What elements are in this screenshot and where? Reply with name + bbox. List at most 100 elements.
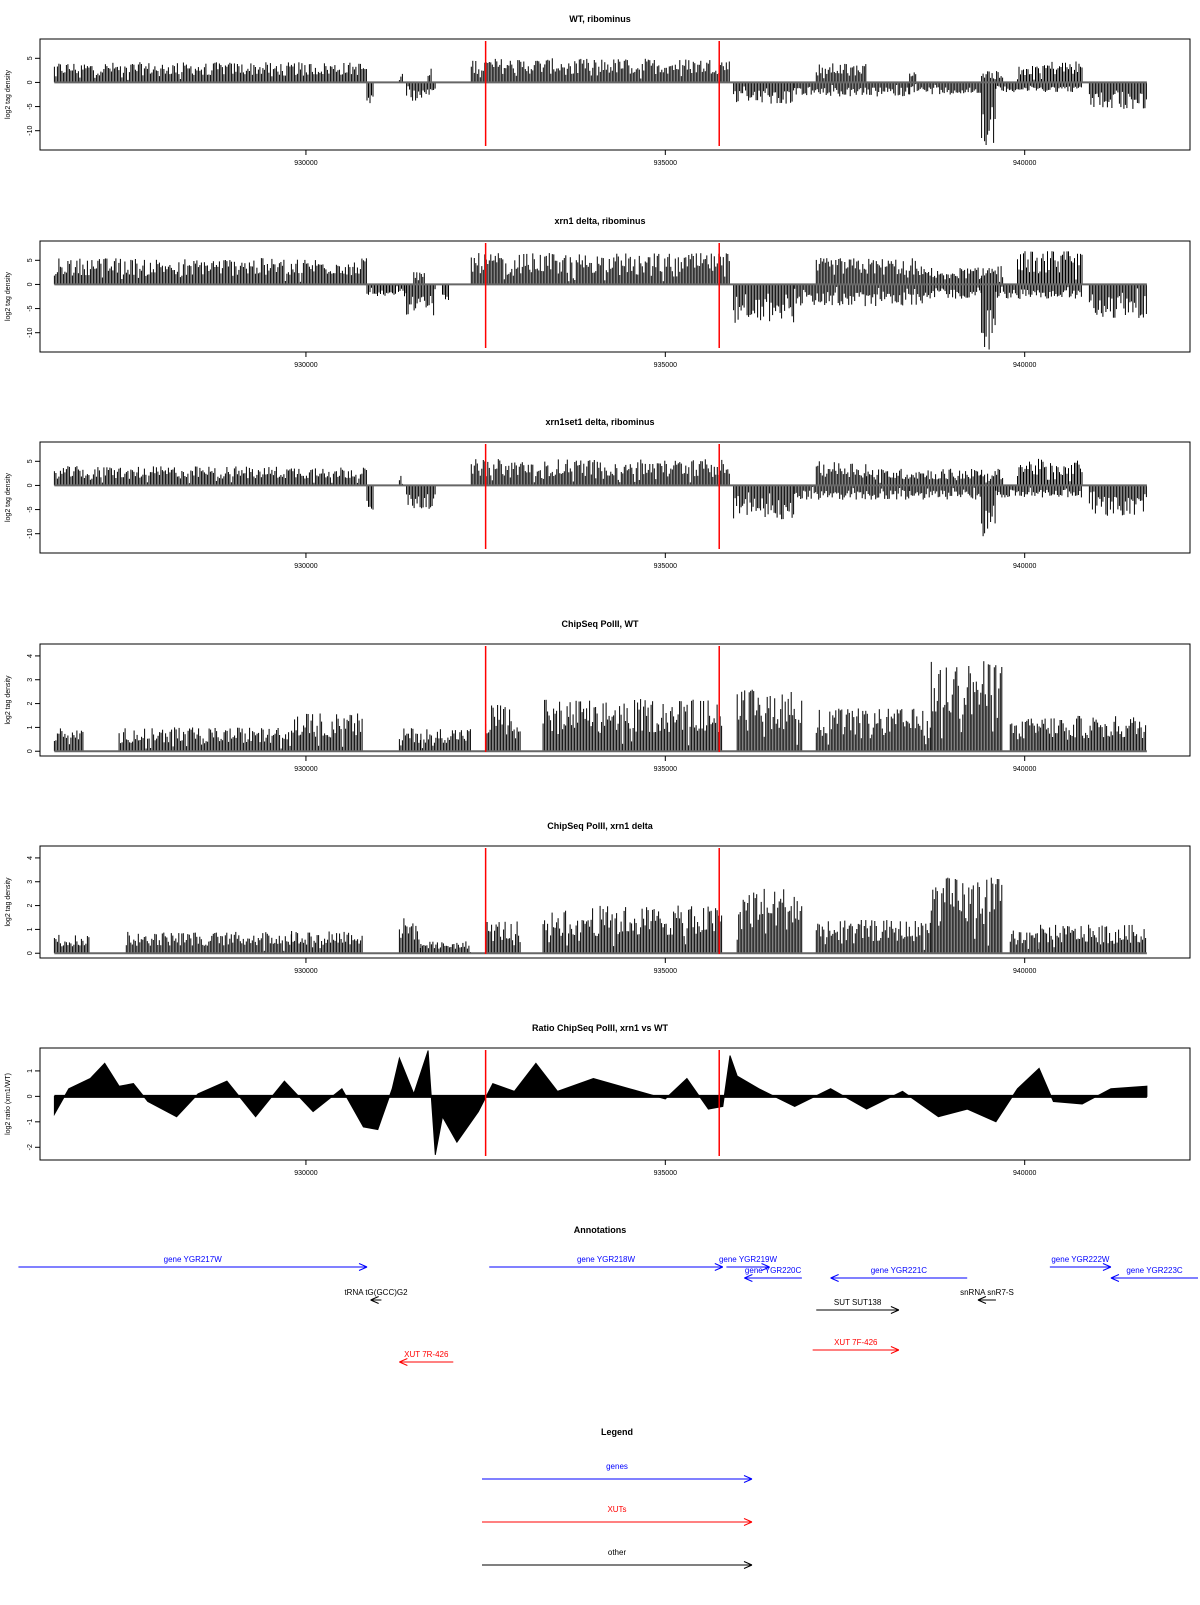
annotation-feature <box>812 1346 900 1354</box>
x-tick-label: 935000 <box>654 362 677 369</box>
series-minus <box>366 82 1147 145</box>
y-tick-label: -10 <box>27 529 34 539</box>
legend-label: other <box>608 1548 627 1557</box>
x-tick-label: 940000 <box>1013 563 1036 570</box>
annotation-label: gene YGR220C <box>745 1266 802 1275</box>
legend-other-arrow <box>482 1561 753 1569</box>
y-tick-label: 0 <box>27 1094 34 1098</box>
annotation-feature <box>977 1296 996 1304</box>
y-tick-label: 1 <box>27 725 34 729</box>
x-tick-label: 940000 <box>1013 160 1036 167</box>
x-tick-label: 930000 <box>294 563 317 570</box>
y-tick-label: 4 <box>27 856 34 860</box>
legend-xut-arrow <box>482 1518 753 1526</box>
annotation-label: tRNA tG(GCC)G2 <box>344 1288 408 1297</box>
x-tick-label: 940000 <box>1013 766 1036 773</box>
x-tick-label: 940000 <box>1013 1170 1036 1177</box>
series-minus <box>366 284 1147 350</box>
annotation-feature <box>830 1274 968 1282</box>
annotation-feature <box>744 1274 802 1282</box>
chart-panel-2: xrn1 delta, ribominus log2 tag density 5 0 -… <box>5 216 1191 369</box>
arrow-head <box>743 1478 753 1483</box>
x-tick-label: 935000 <box>654 1170 677 1177</box>
annotation-label: gene YGR218W <box>577 1255 636 1264</box>
annotation-label: XUT 7F-426 <box>834 1338 878 1347</box>
legend-gene-arrow <box>482 1475 753 1483</box>
y-tick-label: 5 <box>27 258 34 262</box>
y-tick-label: -5 <box>27 506 34 512</box>
legend: Legend genes XUTs other <box>482 1427 753 1569</box>
y-tick-label: 0 <box>27 749 34 753</box>
annotation-feature <box>726 1263 770 1271</box>
arrow-head <box>890 1346 900 1351</box>
plot-frame <box>39 441 1191 554</box>
plot-frame <box>39 1047 1191 1161</box>
y-axis-label: log2 tag density <box>5 271 12 321</box>
plot-frame <box>39 643 1191 757</box>
arrow-head <box>761 1263 770 1268</box>
annotation-label: gene YGR222W <box>1051 1255 1110 1264</box>
y-tick-label: 0 <box>27 80 34 84</box>
x-tick-label: 930000 <box>294 968 317 975</box>
x-tick-label: 930000 <box>294 362 317 369</box>
annotation-label: SUT SUT138 <box>834 1298 882 1307</box>
annotation-label: gene YGR219W <box>719 1255 778 1264</box>
chart-title: Ratio ChipSeq PolII, xrn1 vs WT <box>532 1023 669 1033</box>
series-plus <box>53 58 1083 83</box>
chart-panel-3: xrn1set1 delta, ribominus log2 tag densit… <box>5 417 1191 570</box>
arrow-head <box>358 1263 368 1268</box>
arrow-head <box>890 1306 900 1311</box>
annotation-label: gene YGR223C <box>1126 1266 1183 1275</box>
legend-label: genes <box>606 1462 628 1471</box>
y-tick-label: 0 <box>27 951 34 955</box>
arrow-head <box>714 1263 724 1268</box>
x-tick-label: 935000 <box>654 563 677 570</box>
arrow-head <box>1102 1266 1112 1271</box>
chart-panel-6: Ratio ChipSeq PolII, xrn1 vs WT log2 rati… <box>5 1023 1191 1177</box>
y-tick-label: 1 <box>27 1069 34 1073</box>
arrow-head <box>370 1299 379 1304</box>
arrow-head <box>977 1296 987 1301</box>
annotation-feature <box>1049 1263 1112 1271</box>
chart-panel-5: ChipSeq PolII, xrn1 delta log2 tag densit… <box>5 821 1191 975</box>
annotations-panel: Annotations gene YGR217W gene YGR218W gene … <box>18 1225 1198 1366</box>
y-tick-label: 4 <box>27 654 34 658</box>
x-tick-label: 940000 <box>1013 968 1036 975</box>
chart-title: ChipSeq PolII, xrn1 delta <box>547 821 654 831</box>
chart-panel-1: WT, ribominus log2 tag density 5 0 -5 -10 9300… <box>5 14 1191 167</box>
y-tick-label: -5 <box>27 103 34 109</box>
arrow-head <box>830 1277 839 1282</box>
arrow-head <box>358 1266 368 1271</box>
arrow-head <box>370 1296 379 1301</box>
series-minus <box>366 485 1147 537</box>
y-axis-label: log2 ratio (xrn1/WT) <box>5 1073 12 1135</box>
y-tick-label: 3 <box>27 880 34 884</box>
arrow-head <box>830 1274 839 1279</box>
plot-frame <box>39 38 1191 151</box>
annotation-feature <box>816 1306 900 1314</box>
y-tick-label: 2 <box>27 702 34 706</box>
chart-title: ChipSeq PolII, WT <box>562 619 639 629</box>
arrow-head <box>743 1521 753 1526</box>
annotation-label: snRNA snR7-S <box>960 1288 1014 1297</box>
legend-label: XUTs <box>607 1505 626 1514</box>
annotation-feature <box>18 1263 368 1271</box>
arrow-head <box>1110 1277 1120 1282</box>
annotation-feature <box>1110 1274 1198 1282</box>
annotation-feature <box>370 1296 382 1304</box>
y-tick-label: 0 <box>27 483 34 487</box>
arrow-head <box>977 1299 987 1304</box>
x-tick-label: 935000 <box>654 160 677 167</box>
series-plus <box>53 661 1147 752</box>
x-tick-label: 940000 <box>1013 362 1036 369</box>
y-tick-label: 0 <box>27 282 34 286</box>
legend-title: Legend <box>601 1427 633 1437</box>
y-axis-label: log2 tag density <box>5 472 12 522</box>
arrow-head <box>744 1274 753 1279</box>
y-tick-label: 2 <box>27 904 34 908</box>
y-tick-label: -1 <box>27 1119 34 1125</box>
annotation-label: XUT 7R-426 <box>404 1350 449 1359</box>
x-tick-label: 930000 <box>294 1170 317 1177</box>
